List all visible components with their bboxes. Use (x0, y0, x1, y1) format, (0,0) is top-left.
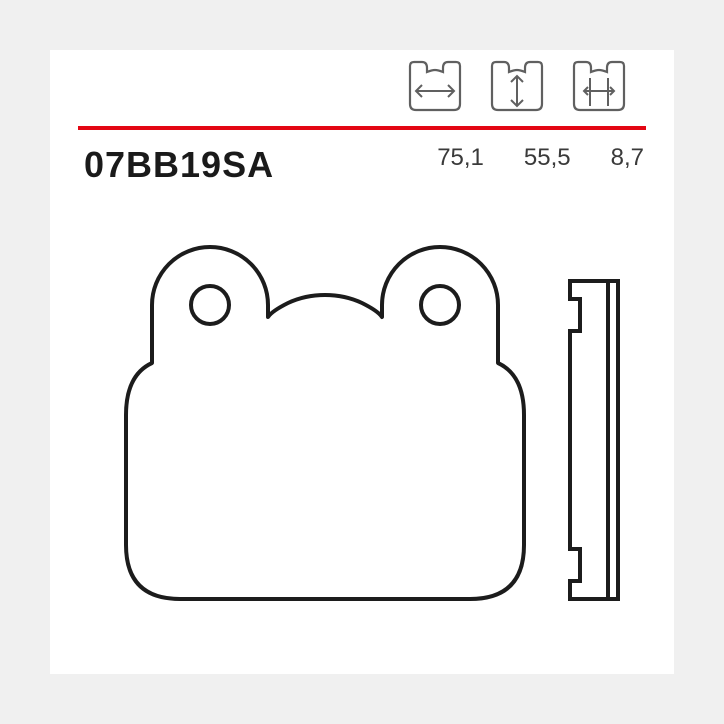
dim-height: 55,5 (524, 144, 571, 172)
dimensions-group: 75,1 55,5 8,7 (437, 144, 644, 172)
thickness-icon (564, 60, 634, 114)
accent-divider (78, 126, 646, 130)
dim-thickness: 8,7 (611, 144, 644, 172)
technical-drawing (90, 245, 650, 635)
spec-row: 07BB19SA 75,1 55,5 8,7 (84, 144, 644, 186)
dimension-icons-row (400, 60, 634, 114)
part-number: 07BB19SA (84, 144, 274, 186)
width-icon (400, 60, 470, 114)
height-icon (482, 60, 552, 114)
dim-width: 75,1 (437, 144, 484, 172)
canvas: 07BB19SA 75,1 55,5 8,7 (50, 50, 674, 674)
front-view (126, 247, 524, 599)
side-view (570, 281, 618, 599)
